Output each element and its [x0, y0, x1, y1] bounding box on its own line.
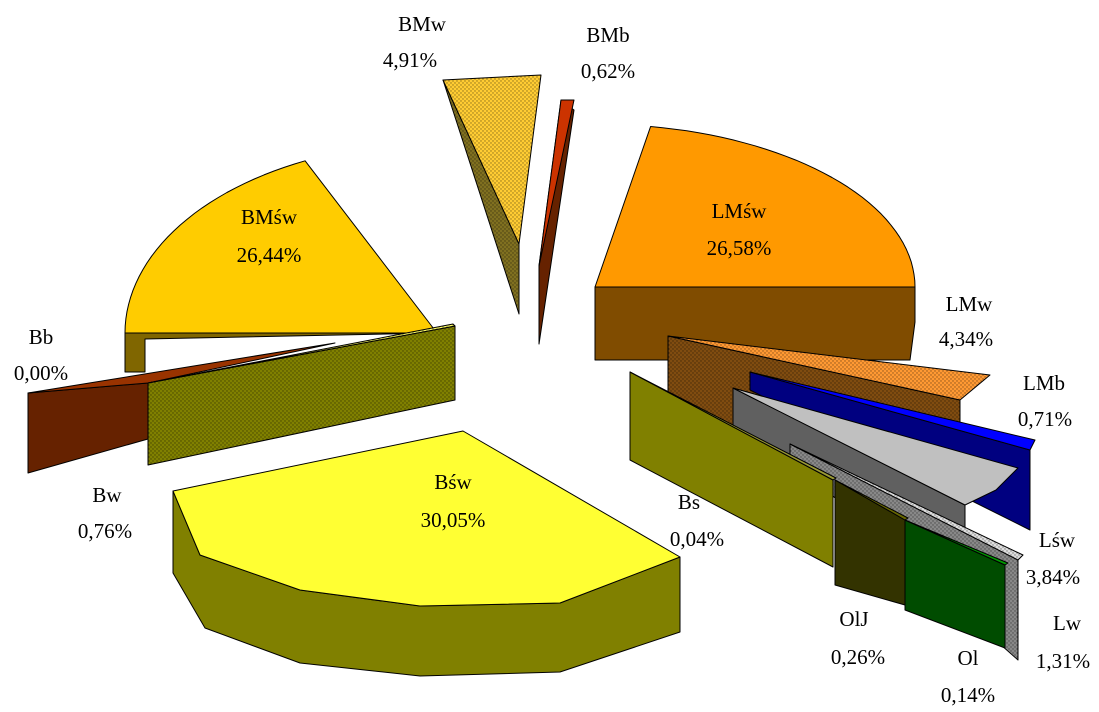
slice-label-bsw: Bśw 30,05%: [421, 470, 486, 532]
slice-bmsw: [124, 160, 438, 373]
slice-value-bsw: 30,05%: [421, 508, 486, 532]
slice-value-lw: 1,31%: [1036, 649, 1090, 673]
slice-bs-top: [629, 371, 837, 481]
slice-name-bsw: Bśw: [434, 470, 472, 494]
slice-label-bmw: BMw 4,91%: [383, 12, 447, 72]
slice-value-lmb: 0,71%: [1018, 407, 1072, 431]
slice-name-lsw: Lśw: [1039, 528, 1076, 552]
slice-bb: [27, 342, 336, 474]
slice-label-bmsw: BMśw 26,44%: [237, 205, 302, 267]
slice-name-bb: Bb: [29, 325, 54, 349]
slice-label-lmsw: LMśw 26,58%: [707, 199, 772, 260]
slice-label-olj: OlJ 0,26%: [831, 607, 885, 669]
slice-value-bb: 0,00%: [14, 361, 68, 385]
slice-label-lmb: LMb 0,71%: [1018, 371, 1072, 431]
slice-bmb-top: [538, 99, 575, 267]
slice-bmb: [538, 99, 575, 345]
slice-name-bw: Bw: [92, 483, 122, 507]
slice-name-bmsw: BMśw: [241, 205, 298, 229]
slice-name-lw: Lw: [1053, 611, 1082, 635]
slice-label-lw: Lw 1,31%: [1036, 611, 1090, 673]
slice-value-bmsw: 26,44%: [237, 243, 302, 267]
slice-olj: [834, 479, 909, 606]
slice-value-lmsw: 26,58%: [707, 236, 772, 260]
slice-value-ol: 0,14%: [941, 683, 995, 707]
slice-name-lmb: LMb: [1023, 371, 1065, 395]
slice-ol: [904, 519, 1009, 649]
slice-bmw: [442, 74, 542, 315]
slice-value-bw: 0,76%: [78, 519, 132, 543]
slice-olj-top: [834, 479, 909, 521]
slice-lw-top: [789, 443, 1024, 561]
slice-name-bmw: BMw: [398, 12, 447, 36]
slice-name-olj: OlJ: [839, 607, 868, 631]
slice-label-lsw: Lśw 3,84%: [1026, 528, 1080, 589]
slice-lmb-top: [749, 371, 1036, 451]
slice-value-olj: 0,26%: [831, 645, 885, 669]
slice-label-bw: Bw 0,76%: [78, 483, 132, 543]
slice-lmsw-top: [594, 126, 916, 288]
slice-value-bs: 0,04%: [670, 527, 724, 551]
slice-bmw-top: [442, 74, 542, 245]
slice-lsw-top: [732, 387, 1019, 506]
slice-name-bmb: BMb: [586, 23, 629, 47]
slice-bw: [147, 323, 456, 466]
slice-value-lsw: 3,84%: [1026, 565, 1080, 589]
slice-value-lmw: 4,34%: [939, 327, 993, 351]
slice-bsw: [172, 430, 681, 677]
slice-value-bmb: 0,62%: [581, 59, 635, 83]
slice-label-bs: Bs 0,04%: [670, 490, 724, 551]
slice-value-bmw: 4,91%: [383, 48, 437, 72]
slice-lmw-top: [667, 335, 991, 401]
slice-name-ol: Ol: [958, 646, 979, 670]
slice-bb-top: [27, 342, 336, 394]
slice-label-bb: Bb 0,00%: [14, 325, 68, 385]
slice-ol-top: [904, 519, 1009, 566]
slice-name-lmw: LMw: [946, 292, 994, 316]
slice-lsw: [732, 387, 1019, 533]
slice-bb-side: [27, 382, 149, 474]
slice-label-lmw: LMw 4,34%: [939, 292, 993, 351]
slice-bs: [629, 371, 837, 568]
slice-bsw-top: [172, 430, 681, 607]
slice-bw-top: [147, 323, 456, 384]
slice-name-bs: Bs: [678, 490, 700, 514]
slice-label-bmb: BMb 0,62%: [581, 23, 635, 83]
slice-label-ol: Ol 0,14%: [941, 646, 995, 707]
slice-bmsw-top: [124, 160, 438, 334]
slice-name-lmsw: LMśw: [712, 199, 768, 223]
